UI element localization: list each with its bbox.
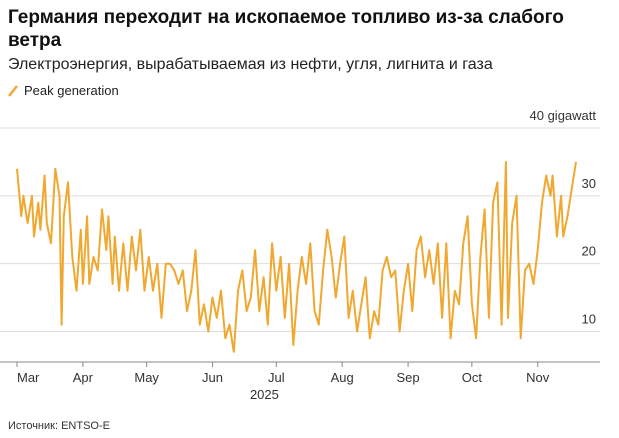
- data-line: [16, 160, 577, 353]
- y-tick-label: 10: [582, 311, 596, 326]
- y-tick-label: 30: [582, 176, 596, 191]
- x-tick-label: Jul: [268, 370, 285, 385]
- legend: Peak generation: [8, 83, 119, 98]
- source-note: Источник: ENTSO-E: [8, 420, 110, 432]
- x-tick-label: May: [134, 370, 159, 385]
- chart-subtitle: Электроэнергия, вырабатываемая из нефти,…: [8, 56, 493, 73]
- chart-title: Германия переходит на ископаемое топливо…: [8, 7, 564, 51]
- legend-label: Peak generation: [24, 83, 119, 98]
- x-axis-label: 2025: [250, 387, 279, 402]
- x-tick-label: Jun: [202, 370, 223, 385]
- legend-swatch: [8, 84, 18, 97]
- x-tick-label: Sep: [397, 370, 420, 385]
- x-tick-label: Nov: [526, 370, 550, 385]
- x-tick-label: Aug: [331, 370, 354, 385]
- y-tick-label: 40 gigawatt: [530, 108, 597, 123]
- y-tick-label: 20: [582, 244, 596, 259]
- x-tick-label: Apr: [73, 370, 94, 385]
- x-tick-label: Mar: [17, 370, 40, 385]
- x-tick-label: Oct: [462, 370, 483, 385]
